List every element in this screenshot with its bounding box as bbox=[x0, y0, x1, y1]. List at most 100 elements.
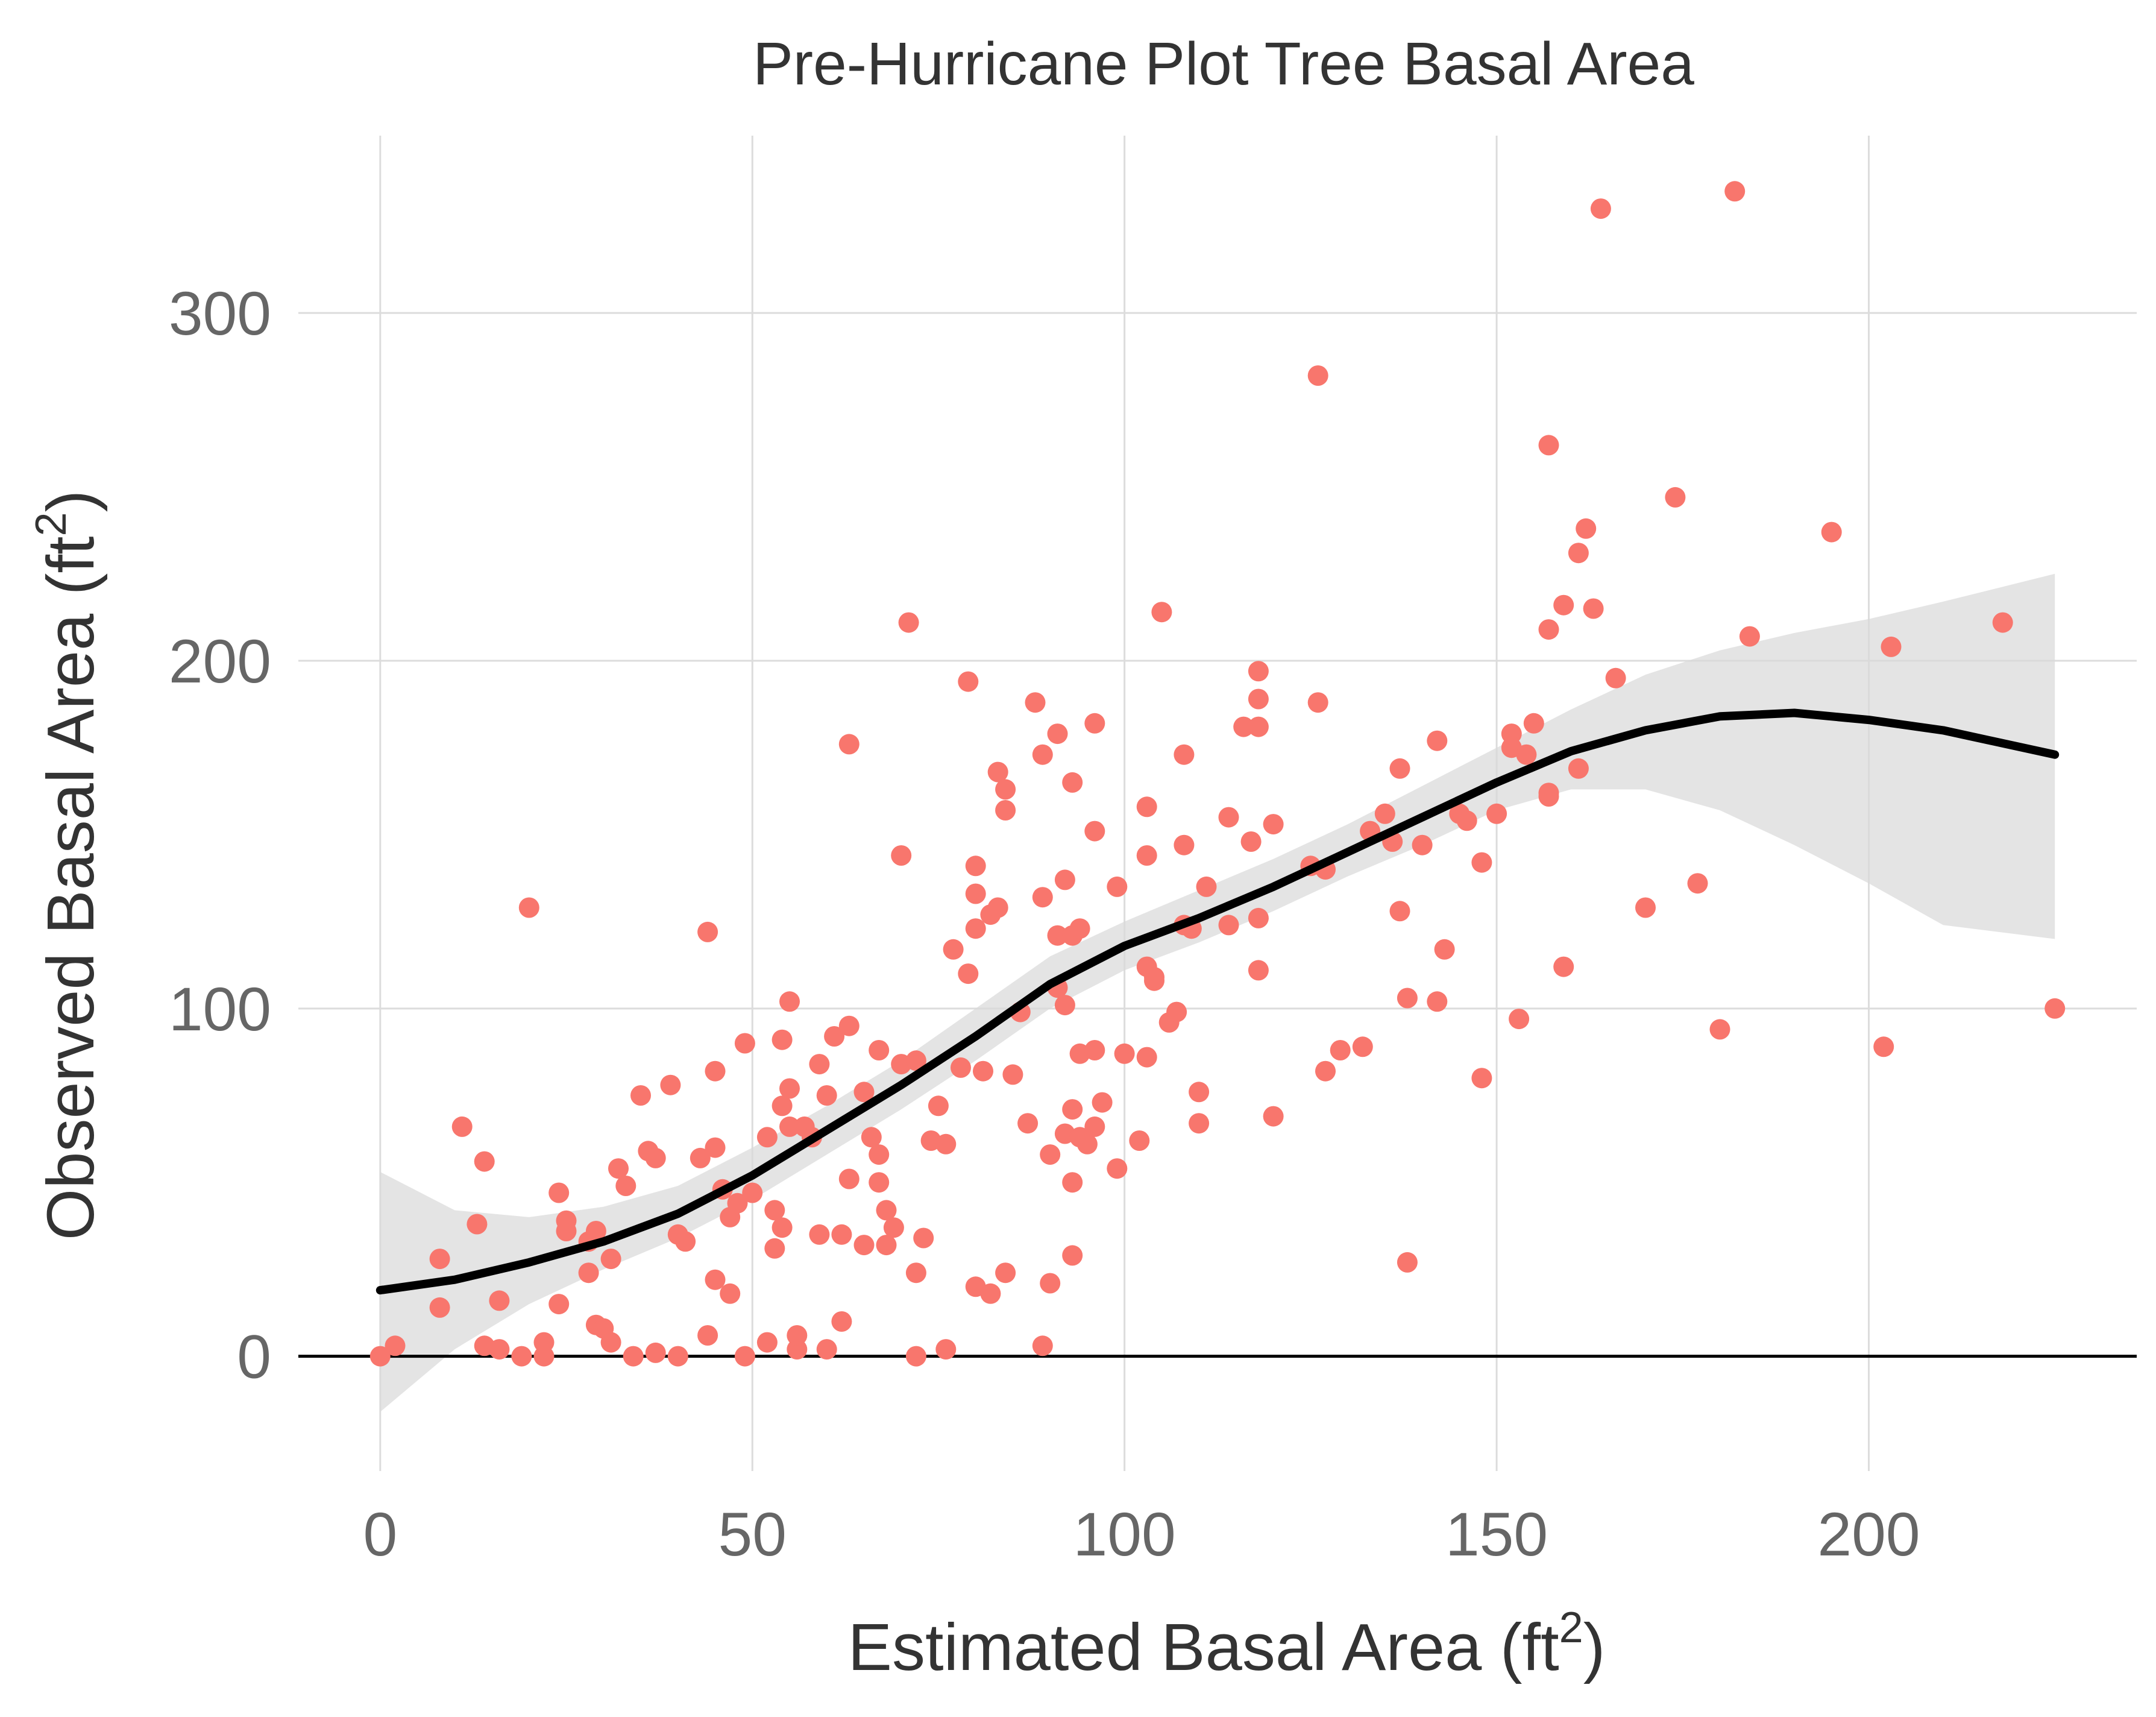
data-point bbox=[1144, 966, 1164, 988]
data-point bbox=[1739, 626, 1760, 647]
y-axis-label: Observed Basal Area (ft2) bbox=[27, 490, 108, 1240]
data-point bbox=[943, 939, 964, 960]
data-point bbox=[1605, 667, 1626, 688]
y-tick-labels: 0 100 200 300 bbox=[169, 279, 271, 1391]
data-point bbox=[995, 779, 1016, 800]
data-point bbox=[824, 1026, 845, 1047]
data-point bbox=[965, 918, 986, 939]
data-point bbox=[1315, 1060, 1336, 1082]
data-point bbox=[1017, 1113, 1039, 1134]
data-point bbox=[772, 1217, 793, 1238]
data-point bbox=[1576, 518, 1597, 539]
data-point bbox=[690, 1147, 711, 1168]
data-point bbox=[1047, 925, 1068, 946]
x-tick-label: 200 bbox=[1817, 1500, 1920, 1569]
data-point bbox=[1233, 716, 1254, 737]
data-point bbox=[1434, 939, 1455, 960]
x-tick-labels: 0 50 100 150 200 bbox=[363, 1500, 1920, 1569]
data-point bbox=[1307, 365, 1328, 386]
data-point bbox=[1412, 834, 1433, 855]
data-point bbox=[1114, 1043, 1135, 1064]
data-point bbox=[518, 897, 539, 918]
data-point bbox=[1084, 1040, 1105, 1060]
data-point bbox=[720, 1283, 741, 1304]
data-point bbox=[1397, 1252, 1418, 1273]
confidence-band bbox=[380, 573, 2055, 1412]
data-point bbox=[1709, 1019, 1730, 1040]
x-axis-label-superscript: 2 bbox=[1559, 1604, 1583, 1652]
data-point bbox=[1136, 796, 1157, 818]
data-point bbox=[734, 1033, 755, 1054]
data-point bbox=[838, 1168, 860, 1189]
y-tick-label: 100 bbox=[169, 975, 271, 1044]
y-tick-label: 300 bbox=[169, 279, 271, 348]
data-point bbox=[1248, 960, 1269, 981]
data-point bbox=[556, 1210, 577, 1231]
data-point bbox=[1427, 730, 1448, 751]
data-point bbox=[764, 1238, 785, 1259]
data-point bbox=[489, 1339, 510, 1360]
x-axis-label-text: Estimated Basal Area (ft bbox=[848, 1610, 1559, 1684]
data-point bbox=[429, 1297, 450, 1318]
data-point bbox=[987, 761, 1008, 783]
data-point bbox=[1084, 1116, 1105, 1137]
data-point bbox=[630, 1085, 651, 1106]
data-point bbox=[474, 1151, 495, 1172]
data-point bbox=[958, 963, 979, 985]
data-point bbox=[1374, 803, 1395, 824]
data-point bbox=[734, 1346, 755, 1367]
data-point bbox=[1084, 821, 1105, 842]
data-point bbox=[853, 1082, 875, 1103]
data-point bbox=[615, 1176, 636, 1196]
points-layer bbox=[369, 181, 2066, 1367]
data-point bbox=[705, 1269, 726, 1290]
data-point bbox=[1389, 901, 1410, 922]
data-point bbox=[429, 1249, 450, 1270]
data-point bbox=[705, 1137, 726, 1158]
data-point bbox=[2044, 998, 2066, 1019]
y-axis-label-superscript: 2 bbox=[27, 512, 75, 536]
data-point bbox=[1054, 869, 1075, 890]
data-point bbox=[1389, 758, 1410, 779]
data-point bbox=[1248, 907, 1269, 928]
data-point bbox=[1590, 198, 1611, 219]
y-tick-label: 200 bbox=[169, 627, 271, 696]
data-point bbox=[1352, 1036, 1373, 1057]
data-point bbox=[578, 1262, 599, 1284]
data-point bbox=[905, 1346, 926, 1367]
data-point bbox=[1062, 1099, 1083, 1120]
data-point bbox=[1263, 1106, 1284, 1127]
data-point bbox=[809, 1224, 830, 1245]
data-point bbox=[697, 1325, 718, 1346]
data-point bbox=[898, 612, 919, 633]
data-point bbox=[1218, 807, 1239, 828]
data-point bbox=[533, 1346, 555, 1367]
data-point bbox=[705, 1060, 726, 1082]
y-axis-label-text: Observed Basal Area (ft bbox=[34, 536, 108, 1240]
data-point bbox=[1397, 988, 1418, 1009]
smooth-line-layer bbox=[376, 708, 2060, 1295]
data-point bbox=[1174, 834, 1195, 855]
data-point bbox=[1136, 1047, 1157, 1068]
data-point bbox=[585, 1221, 606, 1241]
data-point bbox=[965, 855, 986, 877]
data-point bbox=[1873, 1036, 1894, 1057]
data-point bbox=[1330, 1040, 1351, 1060]
data-point bbox=[869, 1144, 890, 1165]
data-point bbox=[1069, 918, 1090, 939]
data-point bbox=[1553, 594, 1574, 616]
data-point bbox=[1635, 897, 1656, 918]
data-point bbox=[1032, 1335, 1053, 1356]
data-point bbox=[511, 1346, 532, 1367]
y-tick-label: 0 bbox=[237, 1323, 271, 1391]
data-point bbox=[1248, 716, 1269, 737]
data-point bbox=[883, 1217, 904, 1238]
data-point bbox=[1665, 487, 1686, 508]
data-point bbox=[876, 1200, 897, 1221]
smooth-trend-line bbox=[376, 708, 2060, 1295]
data-point bbox=[1002, 1064, 1023, 1085]
data-point bbox=[1568, 543, 1589, 564]
x-tick-label: 0 bbox=[363, 1500, 397, 1569]
data-point bbox=[645, 1342, 666, 1363]
data-point bbox=[965, 883, 986, 904]
